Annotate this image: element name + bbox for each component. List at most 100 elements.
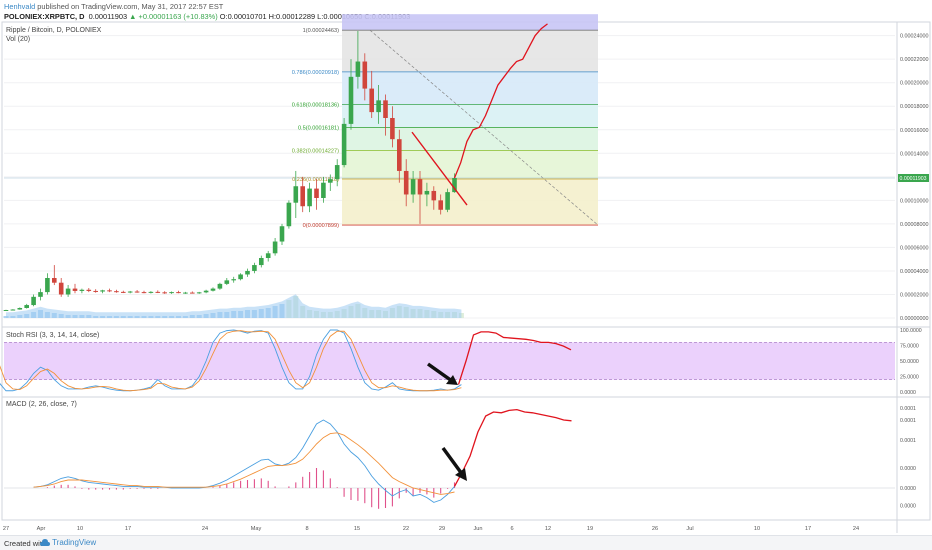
candle-body — [265, 253, 271, 258]
chart-area[interactable]: 0.00024000 0.00022000 0.00020000 0.00018000… — [0, 0, 932, 533]
fib-level-label: 0.786(0.00020918) — [292, 70, 339, 76]
candle-body — [341, 123, 347, 166]
author-link[interactable]: Henhvald — [4, 2, 36, 11]
time-tick-label: 29 — [439, 526, 445, 532]
candle-body — [183, 292, 188, 294]
time-tick-label: 17 — [805, 526, 811, 532]
candle-body — [238, 274, 243, 280]
fib-zone — [342, 104, 598, 128]
macd-line — [33, 419, 455, 503]
fib-level-label: 0.618(0.00018136) — [292, 103, 339, 109]
fib-zone — [342, 14, 598, 31]
symbol-name: POLONIEX:XRPBTC, D — [4, 12, 85, 21]
candle-body — [272, 241, 278, 254]
candle-body — [286, 202, 292, 227]
candle-body — [203, 290, 209, 293]
candle-body — [196, 292, 202, 294]
time-tick-label: 24 — [853, 526, 859, 532]
candle-body — [245, 270, 250, 275]
candle-body — [424, 190, 430, 195]
macd-pane-border — [1, 396, 931, 521]
candle-body — [328, 179, 333, 183]
last-price-badge-text: 0.00011903 — [900, 176, 927, 182]
macd-tick-label: 0.0001 — [900, 438, 916, 444]
tradingview-logo[interactable]: TradingView — [40, 538, 96, 547]
time-tick-label: 10 — [77, 526, 83, 532]
fib-level-label: 0(0.00007899) — [303, 223, 340, 229]
time-tick-label: Apr — [37, 526, 46, 532]
candle-body — [134, 291, 140, 293]
time-tick-label: 6 — [510, 526, 513, 532]
macd-tick-label: 0.0000 — [900, 466, 916, 472]
macd-tick-label: 0.0000 — [900, 504, 916, 510]
cloud-icon — [40, 538, 50, 546]
price-tick-label: 0.00016000 — [900, 128, 928, 134]
time-tick-label: Jun — [473, 526, 482, 532]
ohlc-values: O:0.00010701 H:0.00012289 L:0.00010650 C… — [219, 12, 411, 21]
price-tick-label: 0.00022000 — [900, 57, 928, 63]
fib-level-label: 0.382(0.00014227) — [292, 149, 339, 155]
candle-body — [314, 188, 319, 198]
arrow-icon — [426, 362, 454, 383]
candle-body — [403, 170, 409, 195]
candle-body — [17, 308, 23, 310]
candle-body — [279, 226, 285, 242]
candle-body — [3, 310, 9, 311]
footer-created: Created with — [4, 539, 47, 548]
candle-body — [155, 291, 161, 293]
stoch-tick-label: 50.0000 — [900, 359, 919, 365]
candle-body — [217, 283, 223, 289]
candle-body — [176, 292, 181, 294]
time-tick-label: May — [251, 526, 262, 532]
candle-body — [65, 288, 71, 295]
fib-level-label: 1(0.00024463) — [303, 28, 340, 34]
candle-body — [72, 288, 78, 291]
candle-body — [86, 289, 92, 291]
candle-body — [452, 178, 457, 193]
macd-tick-label: 0.0000 — [900, 486, 916, 492]
macd-tick-label: 0.0001 — [900, 406, 916, 412]
footer-bar: Created with TradingView — [0, 535, 932, 550]
candle-body — [38, 292, 43, 297]
candle-body — [355, 61, 361, 77]
stoch-d-line — [0, 330, 462, 392]
time-tick-label: 19 — [587, 526, 593, 532]
candle-body — [224, 280, 230, 284]
price-tick-label: 0.00004000 — [900, 269, 928, 275]
price-tick-label: 0.00000000 — [900, 316, 928, 322]
last-price: 0.00011903 — [88, 12, 128, 21]
candle-body — [321, 182, 326, 198]
symbol-info: POLONIEX:XRPBTC, D 0.00011903 ▲ +0.00001… — [4, 12, 410, 21]
candle-body — [45, 278, 50, 293]
time-tick-label: 24 — [202, 526, 208, 532]
candle-body — [334, 165, 340, 180]
fib-zone — [342, 150, 598, 179]
price-tick-label: 0.00006000 — [900, 245, 928, 251]
macd-signal-line — [33, 432, 455, 495]
candle-body — [410, 179, 416, 195]
fib-zone — [342, 178, 598, 226]
fib-level-label: 0.236(0.00011818) — [292, 177, 339, 183]
candle-body — [100, 290, 105, 292]
candle-body — [383, 100, 388, 118]
stoch-k-line — [0, 329, 462, 392]
last-price-badge — [898, 174, 929, 182]
candle-body — [231, 279, 236, 281]
candle-body — [362, 61, 368, 89]
price-change: ▲ +0.00001163 (+10.83%) — [129, 12, 218, 21]
price-tick-label: 0.00002000 — [900, 292, 928, 298]
stoch-tick-label: 25.0000 — [900, 375, 919, 381]
price-tick-label: 0.00014000 — [900, 151, 928, 157]
tradingview-brand: TradingView — [52, 538, 97, 547]
price-projection-line — [453, 23, 548, 179]
candle-body — [376, 100, 381, 113]
macd-pane: 0.0001 0.0001 0.0001 0.0000 0.0000 0.0000 — [1, 396, 931, 521]
candle-body — [190, 292, 195, 294]
time-tick-label: 22 — [403, 526, 409, 532]
candle-body — [162, 292, 167, 294]
resistance-trend-line — [411, 131, 468, 206]
price-tick-label: 0.00020000 — [900, 81, 928, 87]
time-tick-label: 8 — [305, 526, 308, 532]
candle-body — [31, 296, 36, 306]
candle-body — [417, 179, 423, 195]
